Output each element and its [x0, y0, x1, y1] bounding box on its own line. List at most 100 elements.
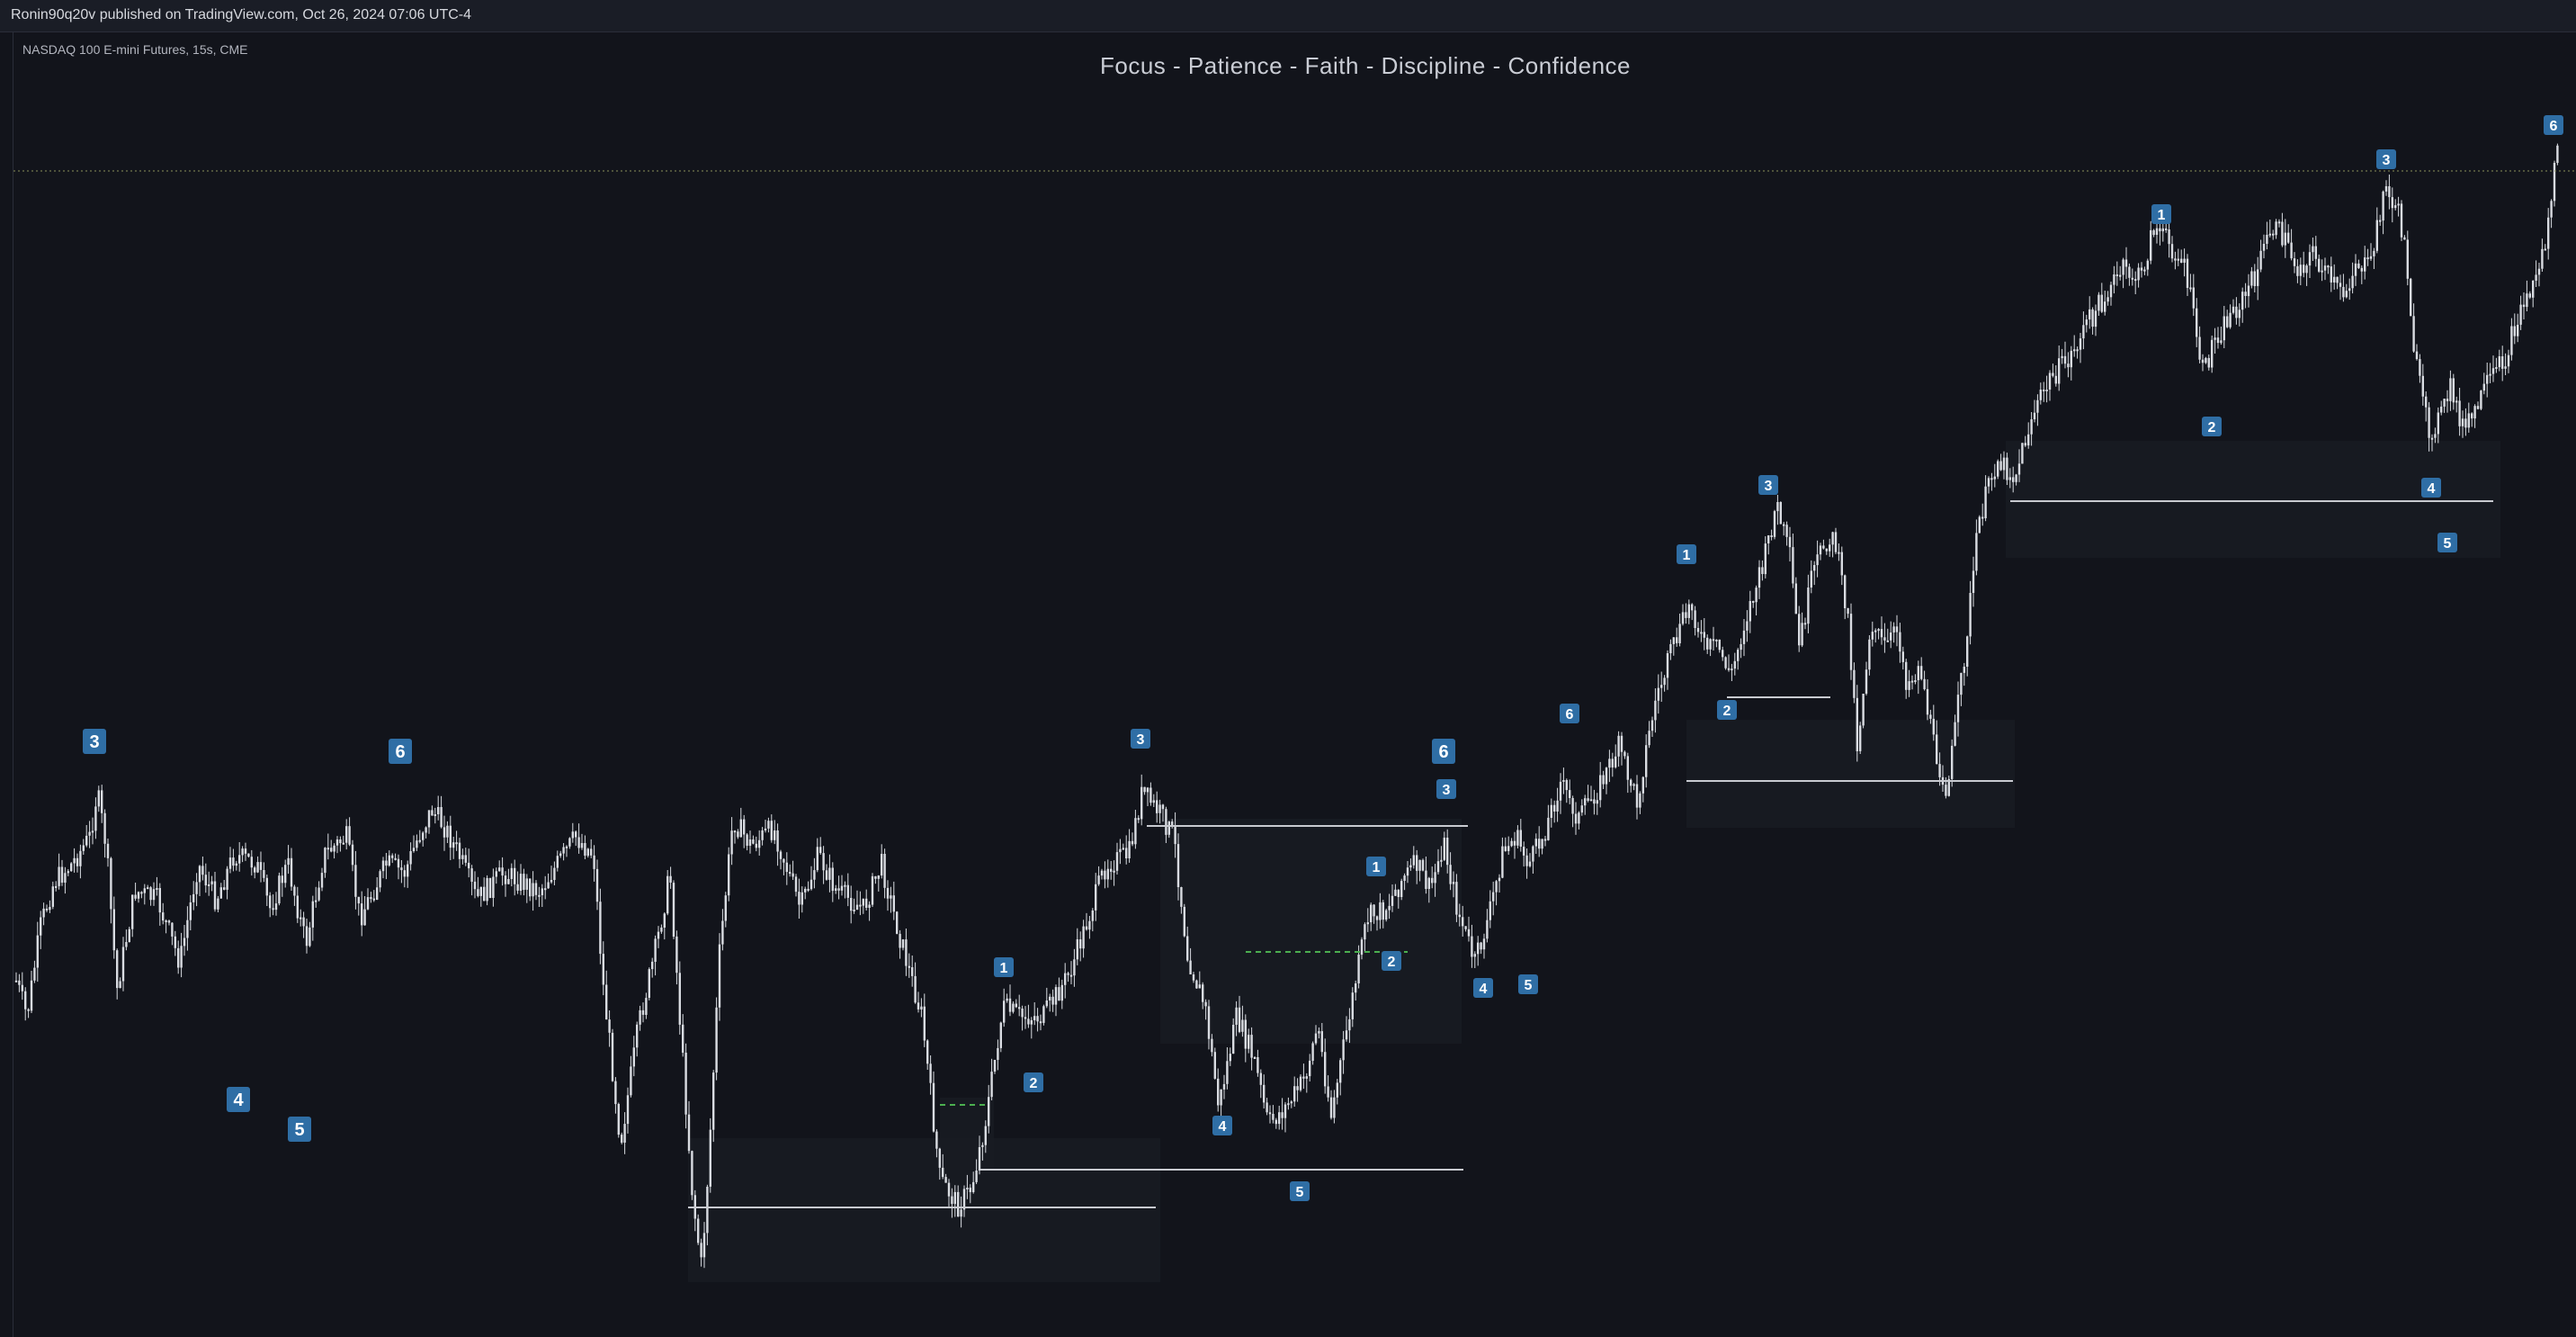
wave-marker[interactable]: [1382, 951, 1401, 971]
candle-body: [400, 867, 403, 871]
candle-body: [45, 908, 49, 911]
candle-body: [2272, 233, 2275, 236]
wave-marker[interactable]: [994, 957, 1014, 977]
candle-body: [2293, 258, 2296, 266]
candle-body: [911, 967, 914, 976]
candle-body: [1069, 974, 1073, 977]
wave-marker[interactable]: [1717, 700, 1737, 720]
candle-body: [1146, 787, 1149, 793]
candle-body: [840, 885, 844, 891]
wave-marker[interactable]: [227, 1087, 250, 1112]
candle-body: [366, 897, 370, 910]
candle-body: [835, 888, 837, 891]
wave-marker[interactable]: [1212, 1116, 1232, 1135]
candle-body: [617, 1104, 620, 1135]
candle-body: [2519, 304, 2522, 325]
wave-marker[interactable]: [1560, 704, 1579, 723]
candle-body: [2415, 351, 2419, 360]
wave-marker[interactable]: [1024, 1072, 1043, 1092]
candle-body: [2419, 359, 2421, 376]
candle-body: [1045, 1001, 1048, 1007]
wave-marker[interactable]: [1518, 974, 1538, 994]
candle-body: [1067, 973, 1069, 975]
candle-body: [241, 848, 244, 856]
candle-body: [320, 873, 324, 888]
candle-body: [547, 882, 550, 889]
candle-body: [73, 857, 76, 864]
candle-body: [2321, 270, 2323, 273]
wave-marker[interactable]: [1436, 779, 1456, 799]
candle-body: [641, 1009, 645, 1015]
candle-body: [208, 884, 210, 886]
wave-marker[interactable]: [2376, 149, 2396, 169]
candle-body: [1999, 461, 2002, 471]
candle-body: [1565, 780, 1568, 791]
candle-body: [2089, 309, 2091, 320]
candle-body: [2124, 259, 2128, 267]
candle-body: [1015, 1003, 1017, 1008]
candle-body: [2412, 316, 2415, 352]
wave-marker[interactable]: [1366, 857, 1386, 876]
candle-body: [388, 855, 390, 866]
candle-body: [1856, 697, 1858, 751]
candle-body: [1382, 902, 1384, 920]
candle-body: [1440, 859, 1443, 862]
wave-marker[interactable]: [1677, 544, 1696, 564]
candle-body: [981, 1144, 984, 1147]
candle-body: [1051, 996, 1054, 1005]
wave-marker[interactable]: [1131, 729, 1150, 749]
candle-body: [1541, 839, 1543, 849]
wave-marker[interactable]: [288, 1117, 311, 1142]
wave-marker[interactable]: [389, 739, 412, 764]
candle-body: [1471, 936, 1473, 957]
candle-body: [1947, 778, 1950, 796]
candle-body: [739, 819, 742, 838]
candle-body: [1085, 926, 1088, 930]
wave-marker[interactable]: [83, 729, 106, 754]
wave-marker[interactable]: [2151, 204, 2171, 224]
candle-body: [76, 857, 79, 866]
candle-body: [2333, 276, 2336, 283]
candle-body: [1794, 583, 1797, 615]
candle-body: [1617, 735, 1620, 757]
candle-body: [412, 848, 416, 851]
price-chart[interactable]: 3 4 5 6 3 1 2 4 5 1 2 6 3 4 5 6 1 2 3 1 2 3 4 5 6: [0, 32, 2576, 1337]
candle-body: [345, 826, 348, 843]
candle-body: [2186, 258, 2189, 288]
candle-body: [534, 883, 538, 895]
wave-marker[interactable]: [1432, 739, 1455, 764]
candle-body: [1547, 817, 1550, 840]
candle-body: [1706, 637, 1709, 650]
chart-area[interactable]: 3 4 5 6 3 1 2 4 5 1 2 6 3 4 5 6 1 2 3 1 2 3 4 5 6: [0, 32, 2576, 1337]
candle-body: [621, 1135, 623, 1143]
candle-body: [1868, 639, 1871, 670]
candle-body: [2308, 252, 2312, 266]
candle-body: [97, 790, 100, 807]
wave-marker[interactable]: [2202, 417, 2222, 436]
candle-body: [595, 868, 599, 902]
wave-marker[interactable]: [2437, 533, 2457, 552]
candle-body: [1844, 575, 1847, 608]
candle-body: [1519, 830, 1522, 847]
candle-body: [917, 1002, 920, 1009]
candle-body: [944, 1177, 947, 1183]
candle-body: [774, 830, 776, 840]
candle-body: [1758, 567, 1761, 588]
candle-body: [431, 810, 434, 816]
wave-marker[interactable]: [1290, 1181, 1310, 1201]
candle-body: [1375, 916, 1379, 920]
wave-marker[interactable]: [2421, 478, 2441, 498]
candle-body: [60, 866, 64, 883]
candle-body: [88, 831, 91, 836]
candle-body: [2452, 378, 2455, 403]
wave-marker[interactable]: [1473, 978, 1493, 998]
candle-body: [2299, 265, 2302, 276]
candle-body: [697, 1218, 700, 1243]
wave-marker[interactable]: [1758, 475, 1778, 495]
candle-body: [1464, 926, 1467, 929]
candle-body: [1266, 1102, 1268, 1113]
wave-marker[interactable]: [2544, 115, 2563, 135]
candle-body: [449, 825, 452, 848]
candle-body: [1623, 751, 1626, 757]
candle-body: [1895, 626, 1899, 633]
